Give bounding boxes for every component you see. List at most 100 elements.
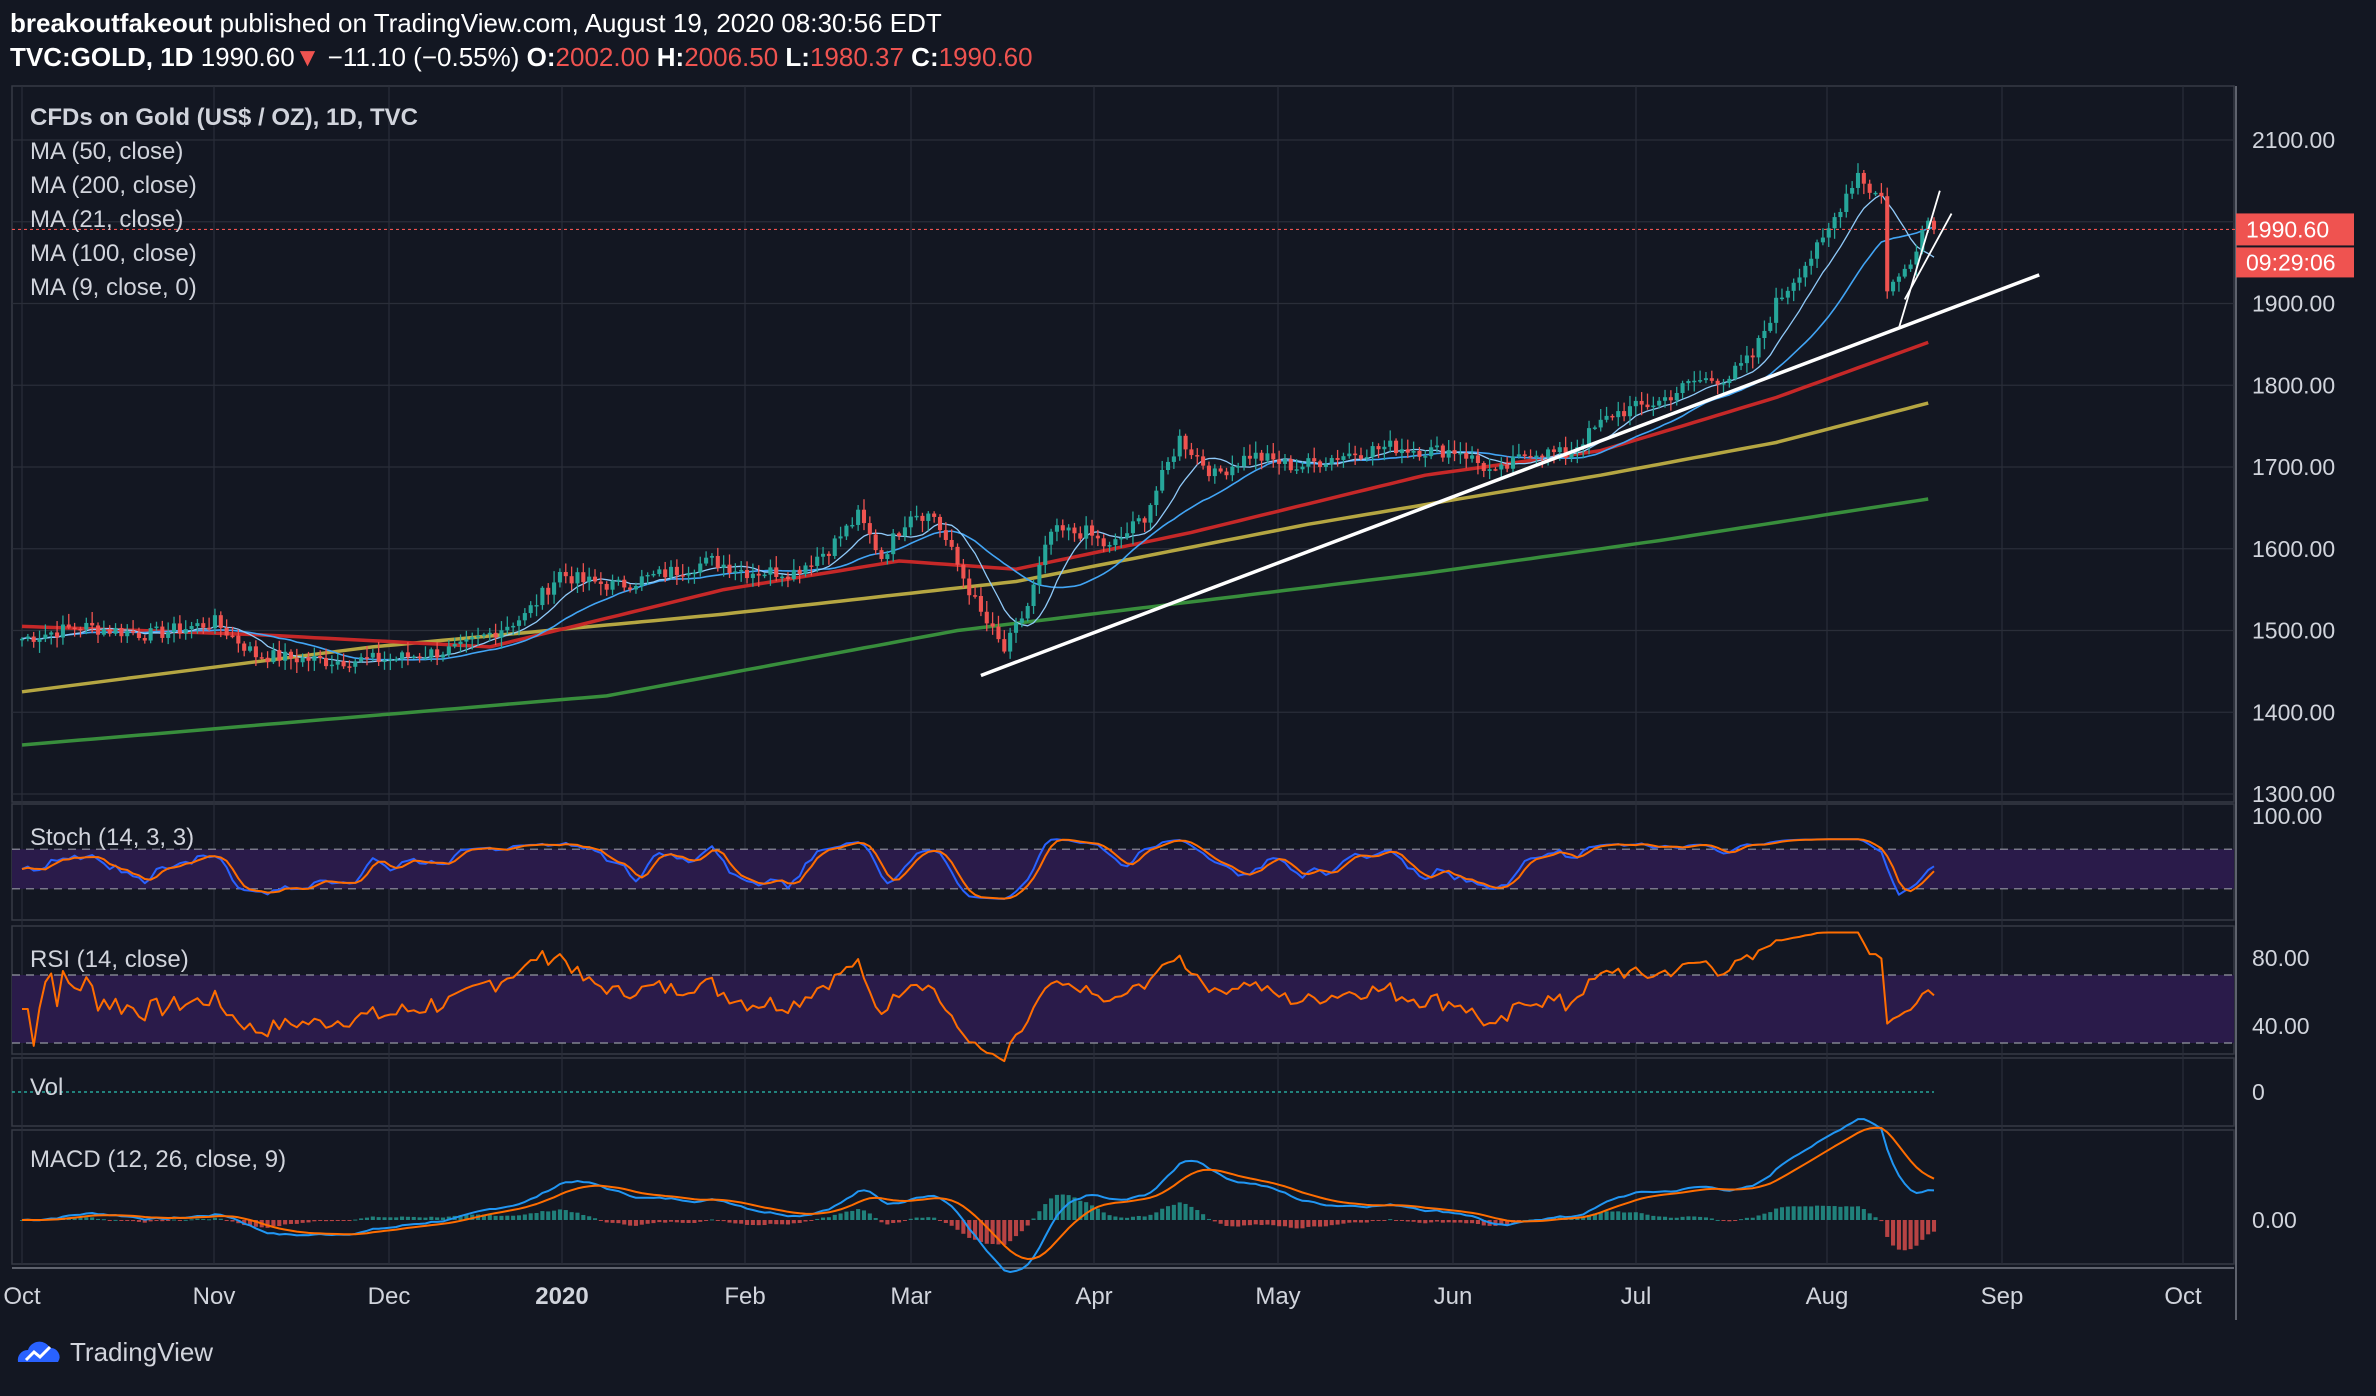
indicator-ma50[interactable]: MA (50, close) (30, 138, 184, 165)
macd-histogram-bar (1183, 1203, 1188, 1220)
candle (1850, 187, 1855, 194)
candle (815, 556, 820, 566)
candle (1358, 455, 1364, 459)
candle (487, 632, 492, 635)
candle (780, 576, 785, 579)
symbol-label[interactable]: TVC:GOLD, 1D (10, 42, 194, 72)
macd-histogram-bar (218, 1218, 223, 1220)
candle (1405, 449, 1410, 453)
macd-histogram-bar (1815, 1205, 1820, 1220)
macd-histogram-bar (364, 1217, 370, 1220)
indicator-ma21[interactable]: MA (21, close) (30, 206, 184, 233)
panel-frame-rsi (11, 925, 2235, 1055)
candle (1581, 444, 1586, 448)
macd-histogram-bar (265, 1220, 270, 1228)
candle (1002, 639, 1007, 652)
vol-label[interactable]: Vol (30, 1074, 64, 1101)
candle (1703, 378, 1709, 381)
candle (253, 646, 258, 658)
macd-histogram-bar (177, 1220, 182, 1221)
macd-histogram-bar (1575, 1217, 1580, 1220)
macd-histogram-bar (978, 1220, 983, 1242)
x-tick-label: Sep (1981, 1283, 2024, 1310)
macd-histogram-bar (1049, 1198, 1054, 1220)
candle (341, 661, 346, 667)
macd-histogram-bar (1271, 1220, 1276, 1226)
macd-histogram-bar (1914, 1220, 1919, 1246)
candle (499, 630, 504, 638)
macd-histogram-bar (668, 1220, 674, 1222)
candle (1551, 449, 1556, 453)
macd-histogram-bar (1762, 1213, 1767, 1220)
macd-histogram-bar (1440, 1220, 1445, 1223)
candle (470, 637, 475, 640)
candle (949, 539, 954, 547)
macd-histogram-bar (136, 1220, 141, 1222)
candle (1282, 459, 1288, 464)
candle (335, 661, 340, 665)
candle (1534, 455, 1539, 458)
macd-histogram-bar (1095, 1208, 1100, 1220)
candle (1446, 450, 1451, 458)
macd-histogram-bar (1592, 1213, 1597, 1220)
macd-histogram-bar (66, 1217, 71, 1220)
rsi-label[interactable]: RSI (14, close) (30, 946, 189, 973)
indicator-ma100[interactable]: MA (100, close) (30, 240, 197, 267)
candle (1066, 527, 1071, 531)
candle (476, 635, 481, 638)
candle (1616, 411, 1621, 418)
stoch-label[interactable]: Stoch (14, 3, 3) (30, 824, 195, 851)
indicator-ma9[interactable]: MA (9, close, 0) (30, 274, 197, 301)
candle (306, 657, 311, 661)
candle (844, 525, 849, 537)
candle (633, 586, 638, 590)
macd-histogram-bar (247, 1220, 253, 1226)
candle (195, 623, 200, 627)
macd-histogram-bar (1516, 1220, 1521, 1221)
macd-histogram-bar (1873, 1217, 1878, 1220)
candle (1826, 228, 1831, 238)
macd-histogram-bar (1481, 1220, 1486, 1226)
candle (1312, 458, 1317, 462)
macd-histogram-bar (312, 1220, 317, 1222)
candle (1604, 415, 1609, 420)
macd-histogram-bar (1136, 1215, 1141, 1220)
candle (1218, 468, 1223, 472)
candle (1645, 404, 1650, 408)
candle (1241, 455, 1247, 467)
candle (1212, 468, 1217, 477)
macd-histogram-bar (528, 1213, 533, 1220)
macd-histogram-bar (937, 1220, 943, 1221)
macd-histogram-bar (1803, 1206, 1808, 1220)
candle (563, 572, 568, 577)
indicator-ma200[interactable]: MA (200, close) (30, 172, 197, 199)
candle (1926, 220, 1931, 231)
macd-histogram-bar (417, 1217, 422, 1220)
macd-histogram-bar (499, 1215, 504, 1220)
macd-histogram-bar (1008, 1220, 1013, 1242)
macd-histogram-bar (1610, 1211, 1615, 1220)
x-tick-label: Jun (1434, 1283, 1473, 1310)
macd-histogram-bar (435, 1217, 440, 1220)
macd-histogram-bar (563, 1210, 568, 1220)
candle (996, 626, 1001, 640)
macd-histogram-bar (1212, 1220, 1217, 1222)
candle (967, 578, 972, 596)
macd-histogram-bar (1569, 1218, 1574, 1220)
candle (294, 658, 299, 663)
candle (838, 536, 843, 539)
author-name[interactable]: breakoutfakeout (10, 8, 213, 38)
macd-histogram-bar (1370, 1220, 1375, 1222)
macd-histogram-bar (821, 1217, 826, 1220)
macd-histogram-bar (394, 1217, 399, 1220)
candle (1510, 456, 1516, 469)
y-tick-label: 1300.00 (2252, 781, 2335, 807)
candle (698, 563, 703, 573)
macd-histogram-bar (557, 1209, 562, 1220)
macd-histogram-bar (1744, 1217, 1749, 1220)
candle (1768, 322, 1773, 331)
macd-label[interactable]: MACD (12, 26, close, 9) (30, 1146, 287, 1173)
candle (376, 652, 381, 662)
macd-histogram-bar (1072, 1197, 1077, 1220)
